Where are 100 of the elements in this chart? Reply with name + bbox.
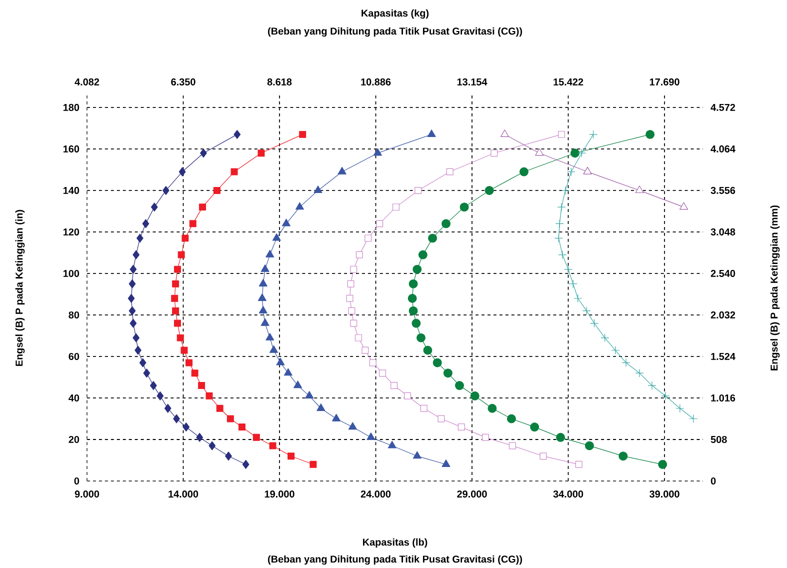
point [679,202,688,210]
text: (Beban yang Dihitung pada Titik Pusat Gravitasi (CG)) [268,27,522,37]
point [373,148,382,156]
point [216,404,224,412]
point [568,280,578,288]
point [186,359,193,366]
y-tick-label: 80 [68,311,80,318]
point [143,368,150,378]
point [206,392,213,400]
point [180,346,188,354]
point [574,294,582,303]
y-axis-title: Engsel (B) P pada Ketinggian (in) [15,210,25,366]
point [484,186,494,195]
x-tick-label: 34.000 [553,490,584,498]
point [260,264,270,272]
point [404,392,412,400]
point [635,368,644,378]
point [412,451,422,459]
point [583,166,592,174]
point [564,265,573,274]
point [189,220,196,228]
point [266,332,274,340]
y2-tick-label: 2.032 [710,311,736,318]
x2-tick-label: 13.154 [457,78,488,86]
point [269,442,276,450]
point [364,234,372,242]
point [369,359,376,366]
point [266,250,274,258]
point [622,358,630,367]
x-tick-label: 24.000 [360,490,391,498]
point [350,320,358,327]
point [648,381,656,390]
point [420,404,428,412]
point [570,148,580,158]
point [676,404,684,413]
point [174,266,181,273]
point [305,391,314,399]
x-tick-label: 39.000 [650,490,680,498]
y2-tick-label: 1.016 [711,394,736,402]
y-tick-label: 160 [63,145,80,152]
point [408,279,418,288]
point [139,358,146,368]
point [423,346,432,355]
point [164,404,172,413]
point [284,368,292,376]
x-tick-label: 14.000 [168,490,198,498]
point [288,452,295,460]
point [332,414,341,422]
point [575,460,582,468]
point [258,293,266,301]
point [242,460,250,469]
point [172,307,180,314]
point [390,382,398,390]
point [443,368,452,378]
y-tick-label: 0 [74,477,80,485]
y2-tick-label: 4.064 [710,145,736,152]
point [258,278,268,286]
point [134,346,142,355]
y2-tick-label: 3.048 [710,228,736,236]
point [428,234,438,243]
point [238,424,246,431]
point [162,186,170,195]
x2-tick-label: 10.886 [361,78,391,86]
point [269,345,278,353]
point [500,130,509,138]
point [366,432,376,440]
point [198,382,206,390]
x2-tick-label: 8.618 [267,78,292,86]
point [178,251,185,258]
point [294,380,302,388]
text: (Beban yang Dihitung pada Titik Pusat Gravitasi (CG)) [268,555,522,565]
y-tick-label: 140 [63,186,80,194]
point [427,130,436,138]
point [566,167,576,176]
point [213,186,220,194]
x-tick-label: 9.000 [74,490,100,498]
point [173,414,180,424]
point [362,346,369,354]
y-tick-label: 40 [68,394,80,402]
y2-tick-label: 4.572 [710,104,736,111]
point [346,294,354,302]
point [689,414,698,424]
point [379,370,386,377]
x-tick-label: 29.000 [457,490,487,498]
point [132,250,140,260]
point [226,415,234,422]
point [176,334,184,342]
y-tick-label: 120 [63,228,80,236]
point [635,186,644,194]
point [252,434,260,441]
point [128,306,136,316]
point [658,460,668,469]
point [182,422,190,432]
point [282,218,291,226]
point [348,422,357,430]
y-tick-label: 20 [68,436,80,444]
point [506,414,516,424]
point [442,219,450,228]
x2-tick-label: 4.082 [74,78,100,86]
y2-tick-label: 0 [710,477,716,485]
